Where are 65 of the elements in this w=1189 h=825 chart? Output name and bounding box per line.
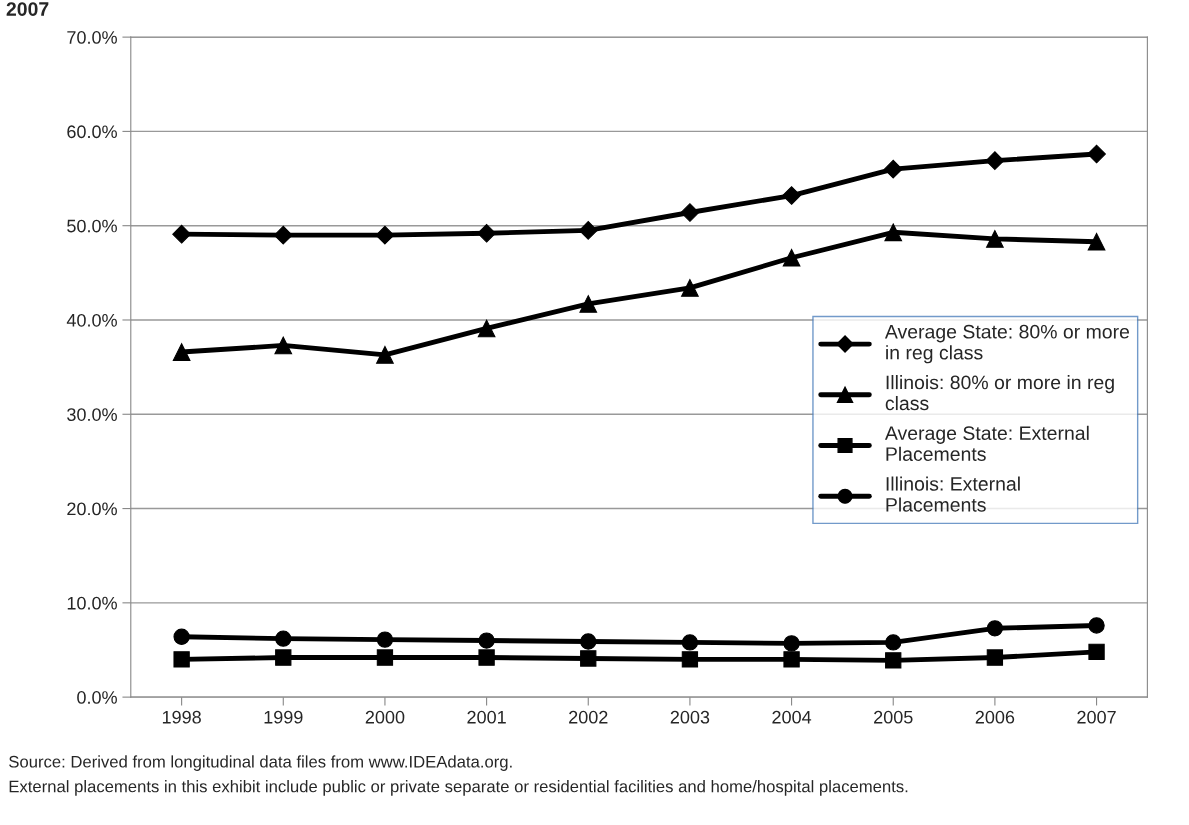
point bbox=[680, 203, 700, 222]
point bbox=[580, 633, 597, 650]
y-tick-label: 0.0% bbox=[77, 691, 117, 704]
point bbox=[274, 336, 293, 355]
point bbox=[477, 223, 496, 243]
x-tick-label: 2004 bbox=[772, 710, 812, 724]
x-tick-label: 2007 bbox=[1077, 710, 1116, 724]
point bbox=[477, 319, 496, 338]
point bbox=[885, 634, 902, 651]
legend-label: Illinois: External Placements bbox=[886, 476, 1020, 512]
point bbox=[172, 343, 191, 361]
x-tick-label: 1999 bbox=[264, 710, 303, 724]
legend-label: Illinois: 80% or more in reg class bbox=[885, 375, 1114, 411]
point bbox=[173, 651, 190, 668]
point bbox=[580, 650, 597, 667]
point bbox=[375, 225, 395, 245]
x-tick-label: 2001 bbox=[467, 710, 506, 724]
point bbox=[275, 630, 292, 647]
x-tick-label: 2000 bbox=[365, 710, 405, 724]
x-tick-label: 2006 bbox=[975, 710, 1015, 724]
y-tick-label: 20.0% bbox=[67, 502, 117, 516]
y-tick-label: 60.0% bbox=[67, 125, 117, 139]
x-tick-label: 1998 bbox=[162, 710, 201, 724]
point bbox=[478, 632, 495, 649]
y-tick-label: 40.0% bbox=[66, 313, 117, 327]
point bbox=[883, 159, 903, 179]
point bbox=[478, 649, 495, 666]
point bbox=[986, 649, 1004, 666]
point bbox=[783, 635, 800, 652]
point bbox=[782, 248, 801, 267]
point bbox=[275, 649, 292, 666]
point bbox=[376, 346, 394, 364]
point bbox=[681, 634, 699, 651]
point bbox=[782, 186, 801, 205]
x-tick-label: 2005 bbox=[874, 710, 913, 724]
point bbox=[985, 151, 1005, 170]
legend-label: Average State: 80% or more in reg class bbox=[884, 324, 1130, 364]
point bbox=[376, 631, 394, 648]
point bbox=[273, 225, 293, 245]
legend-label: Average State: External Placements bbox=[884, 425, 1089, 461]
point bbox=[376, 649, 394, 666]
y-tick-label: 50.0% bbox=[67, 219, 117, 233]
chart-title: 2007 bbox=[6, 2, 49, 16]
point bbox=[1088, 617, 1105, 634]
point bbox=[884, 223, 903, 242]
source-note: Source: Derived from longitudinal data files from www.IDEAdata.org. bbox=[9, 755, 512, 771]
y-tick-label: 30.0% bbox=[67, 408, 117, 421]
point bbox=[1087, 232, 1106, 251]
point bbox=[681, 651, 699, 668]
x-tick-label: 2002 bbox=[569, 710, 608, 724]
y-tick-label: 10.0% bbox=[67, 596, 117, 610]
point bbox=[173, 628, 190, 645]
point bbox=[578, 221, 598, 240]
point bbox=[172, 224, 191, 244]
y-tick-label: 70.0% bbox=[67, 31, 117, 44]
point bbox=[681, 279, 699, 297]
point bbox=[1087, 144, 1106, 164]
point bbox=[579, 295, 598, 313]
point bbox=[1088, 643, 1105, 661]
point bbox=[783, 651, 800, 668]
point bbox=[986, 230, 1004, 248]
point bbox=[986, 620, 1004, 637]
point bbox=[885, 652, 902, 669]
x-tick-label: 2003 bbox=[670, 710, 710, 724]
text: External placements in this exhibit include public or private separate or residential facilities and home/hospital placements. bbox=[9, 780, 908, 796]
